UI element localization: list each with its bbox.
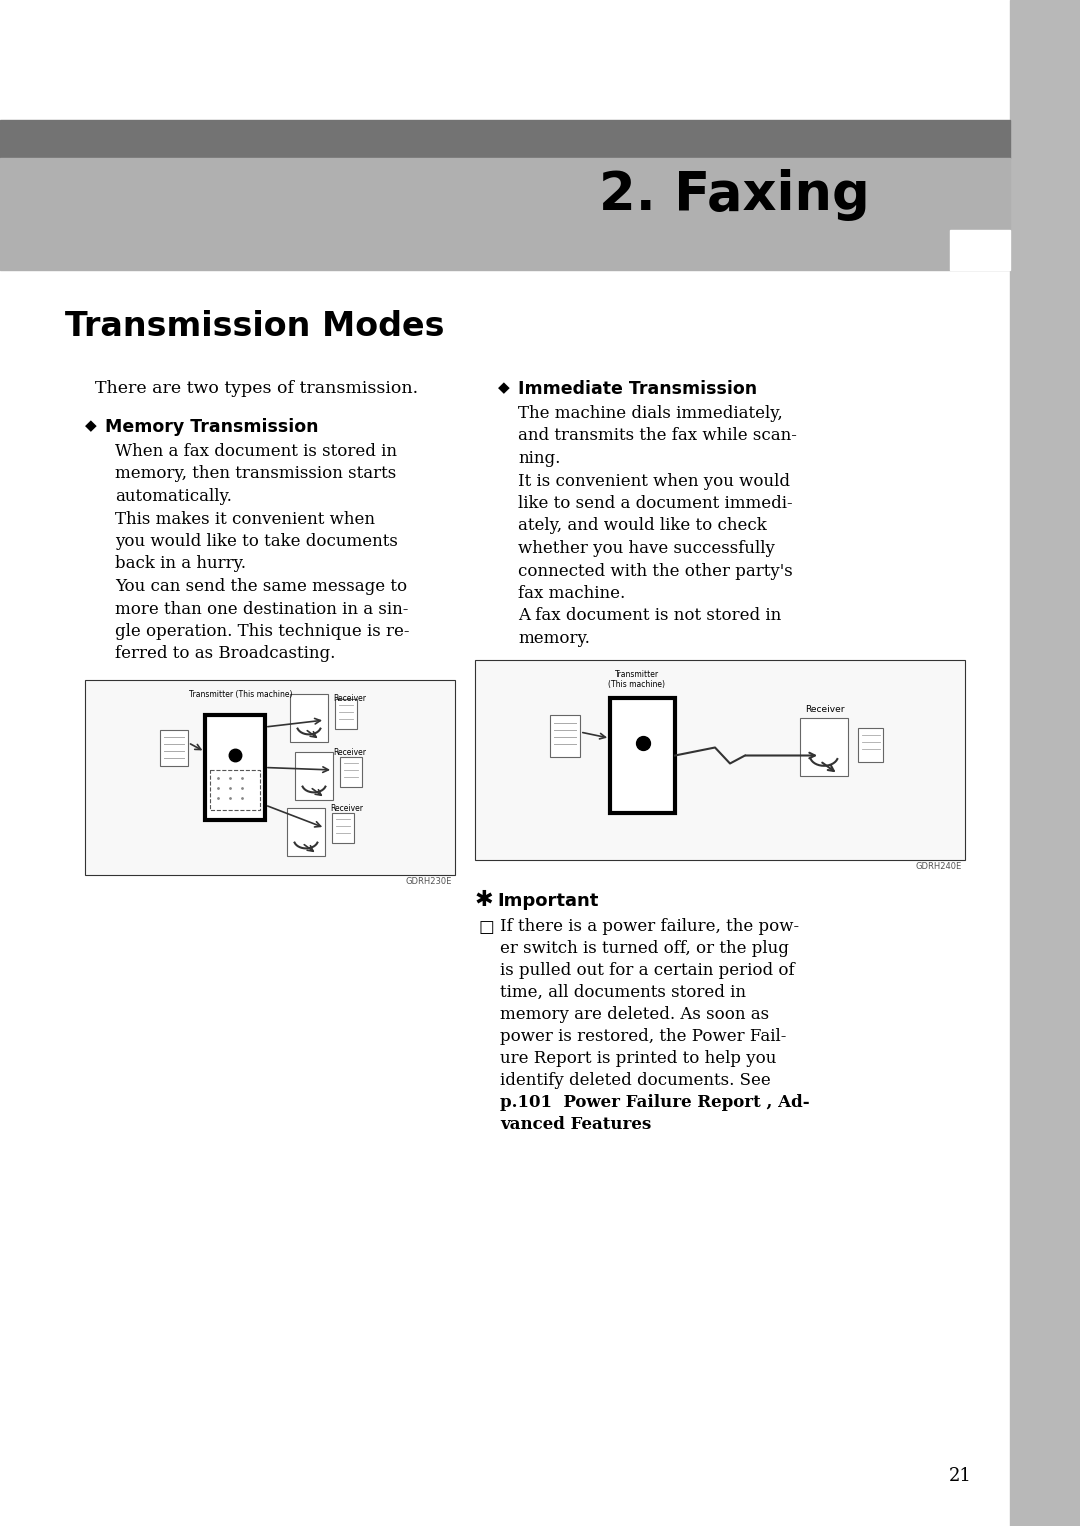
Text: 21: 21 bbox=[948, 1466, 971, 1485]
Text: ◆: ◆ bbox=[85, 418, 97, 433]
Bar bbox=[0, 159, 1010, 270]
Text: like to send a document immedi-: like to send a document immedi- bbox=[518, 494, 793, 513]
Text: you would like to take documents: you would like to take documents bbox=[114, 533, 397, 549]
Bar bbox=[475, 661, 966, 861]
Bar bbox=[858, 728, 883, 761]
Text: Transmitter: Transmitter bbox=[615, 670, 659, 679]
Bar bbox=[1010, 0, 1080, 1526]
Bar bbox=[335, 699, 357, 729]
Bar bbox=[85, 681, 455, 874]
Bar bbox=[160, 729, 188, 766]
Text: GDRH240E: GDRH240E bbox=[916, 862, 962, 871]
Bar bbox=[340, 757, 362, 787]
Text: is pulled out for a certain period of: is pulled out for a certain period of bbox=[500, 961, 795, 980]
Text: time, all documents stored in: time, all documents stored in bbox=[500, 984, 746, 1001]
Text: automatically.: automatically. bbox=[114, 488, 232, 505]
Text: memory are deleted. As soon as: memory are deleted. As soon as bbox=[500, 1006, 769, 1022]
Bar bbox=[550, 716, 580, 757]
Text: Receiver: Receiver bbox=[333, 694, 366, 703]
Text: gle operation. This technique is re-: gle operation. This technique is re- bbox=[114, 623, 409, 639]
Text: 2. Faxing: 2. Faxing bbox=[599, 169, 870, 221]
Bar bbox=[0, 121, 1010, 159]
Text: er switch is turned off, or the plug: er switch is turned off, or the plug bbox=[500, 940, 788, 957]
Text: Transmission Modes: Transmission Modes bbox=[65, 310, 445, 343]
Text: Transmitter (This machine): Transmitter (This machine) bbox=[189, 690, 293, 699]
Text: whether you have successfully: whether you have successfully bbox=[518, 540, 774, 557]
Bar bbox=[291, 694, 328, 742]
Text: This makes it convenient when: This makes it convenient when bbox=[114, 511, 375, 528]
Text: back in a hurry.: back in a hurry. bbox=[114, 555, 246, 572]
Text: ately, and would like to check: ately, and would like to check bbox=[518, 517, 767, 534]
Text: Important: Important bbox=[497, 893, 598, 909]
Text: (This machine): (This machine) bbox=[608, 681, 665, 690]
Text: memory.: memory. bbox=[518, 630, 590, 647]
Text: ✱: ✱ bbox=[475, 890, 494, 909]
Text: Receiver: Receiver bbox=[330, 804, 363, 813]
Text: power is restored, the Power Fail-: power is restored, the Power Fail- bbox=[500, 1029, 786, 1045]
Text: memory, then transmission starts: memory, then transmission starts bbox=[114, 465, 396, 482]
Text: When a fax document is stored in: When a fax document is stored in bbox=[114, 443, 397, 459]
Bar bbox=[205, 716, 265, 819]
Text: and transmits the fax while scan-: and transmits the fax while scan- bbox=[518, 427, 797, 444]
Text: ure Report is printed to help you: ure Report is printed to help you bbox=[500, 1050, 777, 1067]
Bar bbox=[287, 807, 325, 856]
Bar bbox=[210, 771, 260, 810]
Text: ◆: ◆ bbox=[498, 380, 510, 395]
Text: p.101  Power Failure Report , Ad-: p.101 Power Failure Report , Ad- bbox=[500, 1094, 810, 1111]
Text: ferred to as Broadcasting.: ferred to as Broadcasting. bbox=[114, 645, 336, 662]
Text: Memory Transmission: Memory Transmission bbox=[105, 418, 319, 436]
Text: GDRH230E: GDRH230E bbox=[406, 877, 453, 887]
Text: identify deleted documents. See: identify deleted documents. See bbox=[500, 1071, 771, 1090]
Text: If there is a power failure, the pow-: If there is a power failure, the pow- bbox=[500, 919, 799, 935]
Text: The machine dials immediately,: The machine dials immediately, bbox=[518, 404, 783, 423]
Text: □: □ bbox=[478, 919, 494, 935]
Text: fax machine.: fax machine. bbox=[518, 584, 625, 601]
Text: A fax document is not stored in: A fax document is not stored in bbox=[518, 607, 781, 624]
Text: vanced Features: vanced Features bbox=[500, 1116, 651, 1132]
Bar bbox=[332, 813, 354, 842]
Bar bbox=[610, 697, 675, 813]
Text: ning.: ning. bbox=[518, 450, 561, 467]
Bar bbox=[295, 752, 333, 800]
Text: There are two types of transmission.: There are two types of transmission. bbox=[95, 380, 418, 397]
Text: Receiver: Receiver bbox=[333, 748, 366, 757]
Text: It is convenient when you would: It is convenient when you would bbox=[518, 473, 789, 490]
Text: You can send the same message to: You can send the same message to bbox=[114, 578, 407, 595]
Text: more than one destination in a sin-: more than one destination in a sin- bbox=[114, 601, 408, 618]
Bar bbox=[800, 719, 848, 777]
Text: Receiver: Receiver bbox=[805, 705, 845, 714]
Text: connected with the other party's: connected with the other party's bbox=[518, 563, 793, 580]
Bar bbox=[950, 230, 1010, 270]
Text: Immediate Transmission: Immediate Transmission bbox=[518, 380, 757, 398]
